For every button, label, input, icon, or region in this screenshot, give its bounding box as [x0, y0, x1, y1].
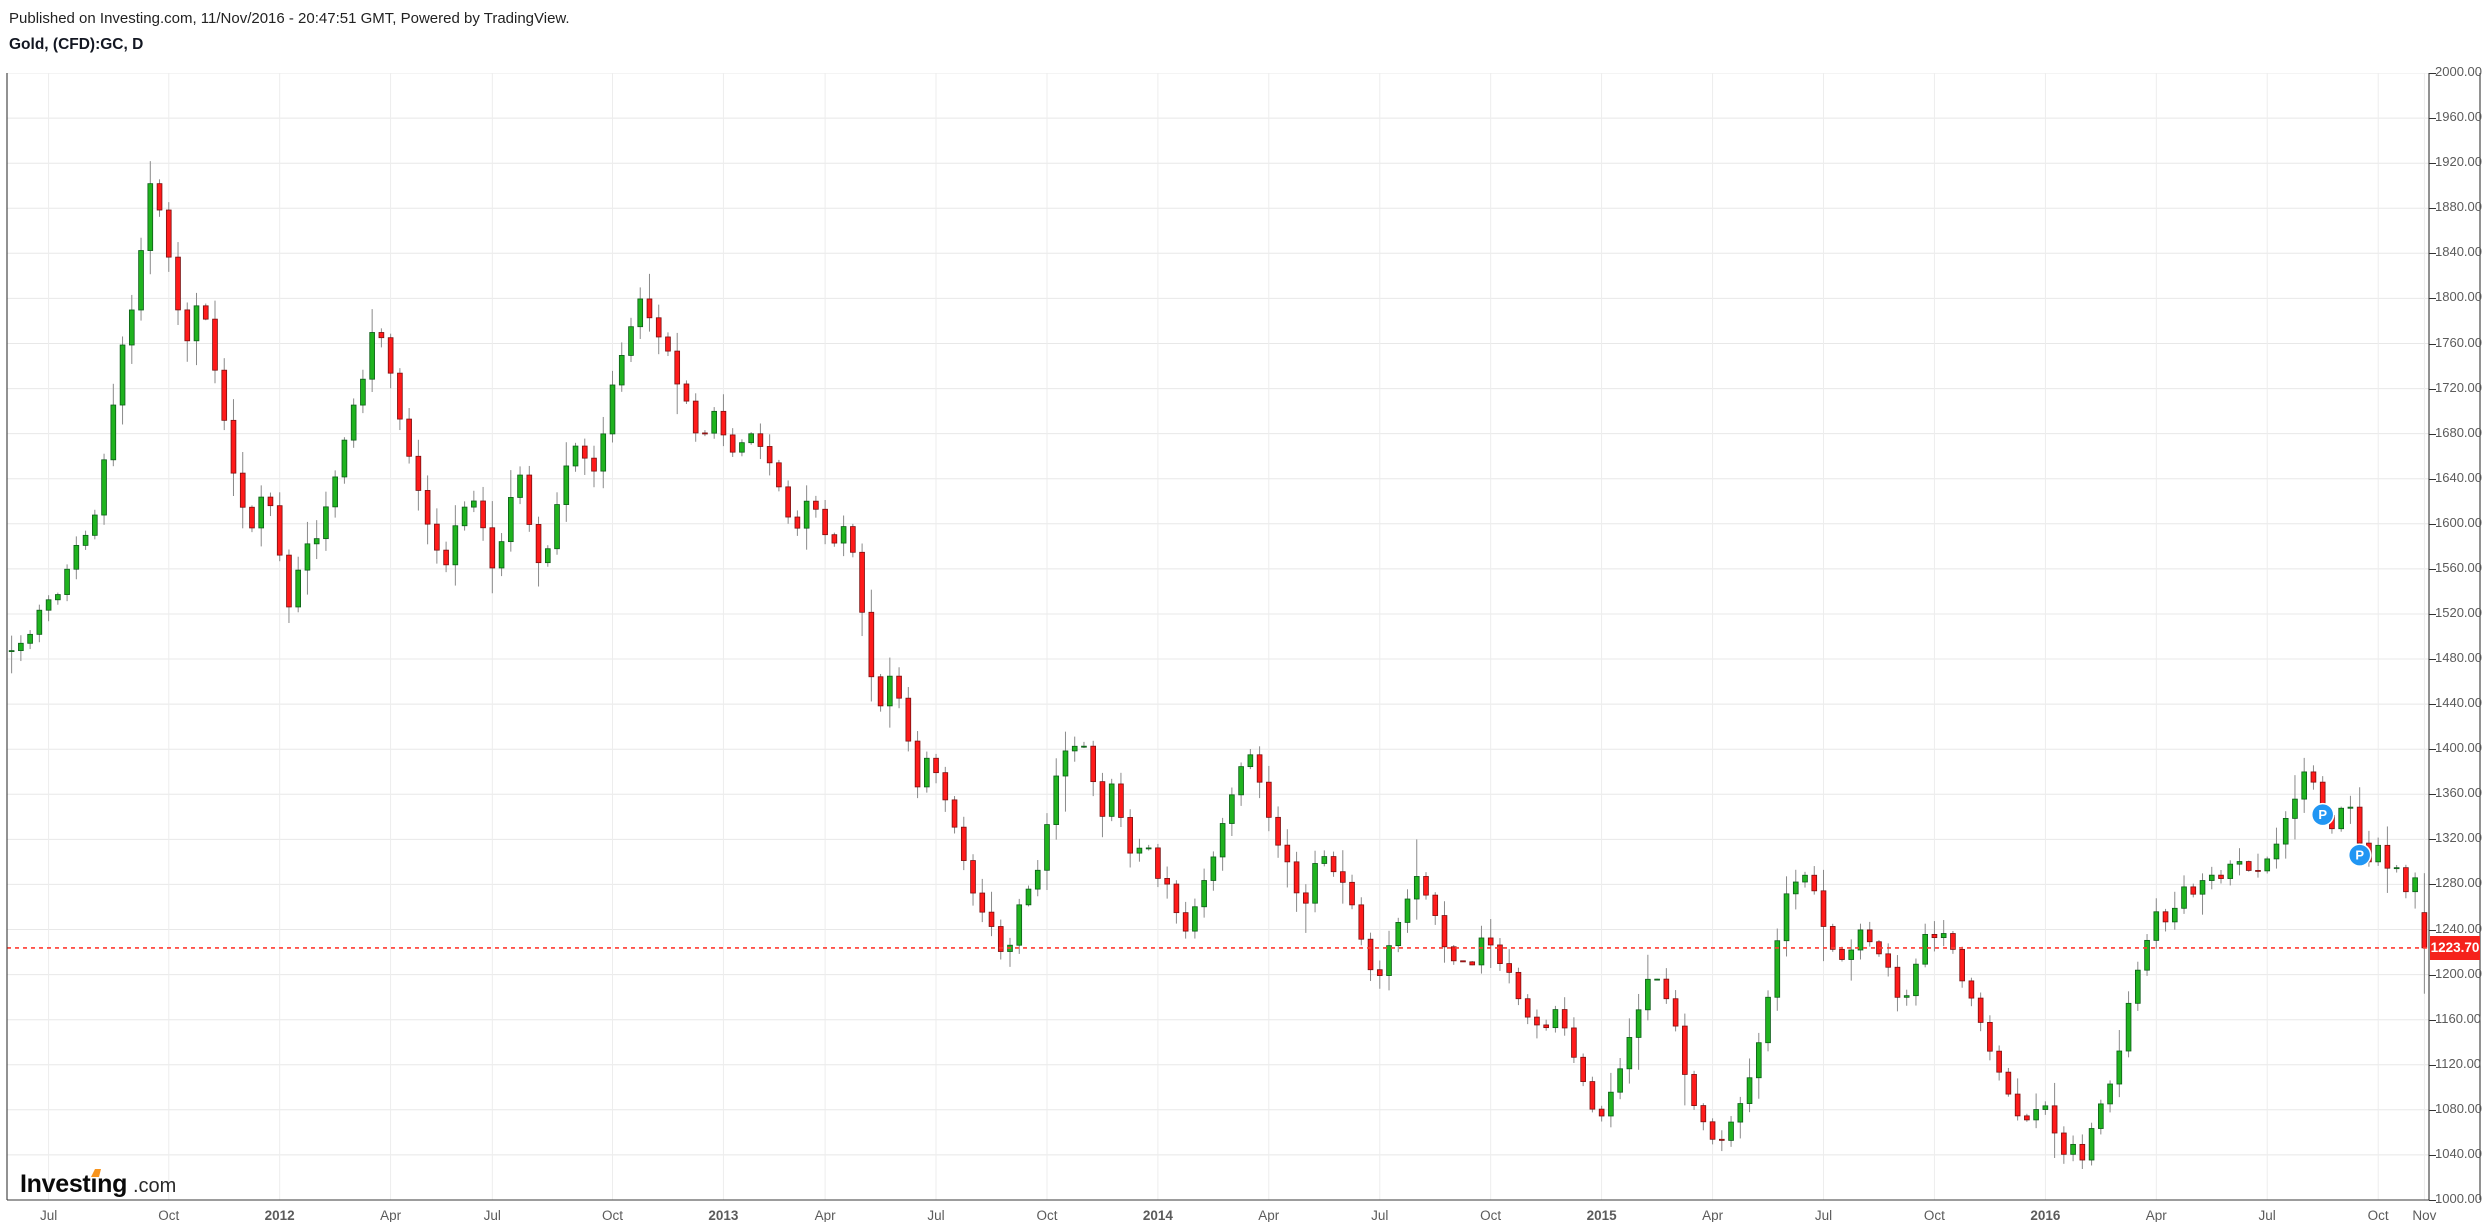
svg-text:.com: .com: [133, 1175, 176, 1197]
svg-text:P: P: [2318, 807, 2327, 822]
svg-text:P: P: [2355, 848, 2364, 863]
svg-text:Investing: Investing: [20, 1170, 127, 1198]
